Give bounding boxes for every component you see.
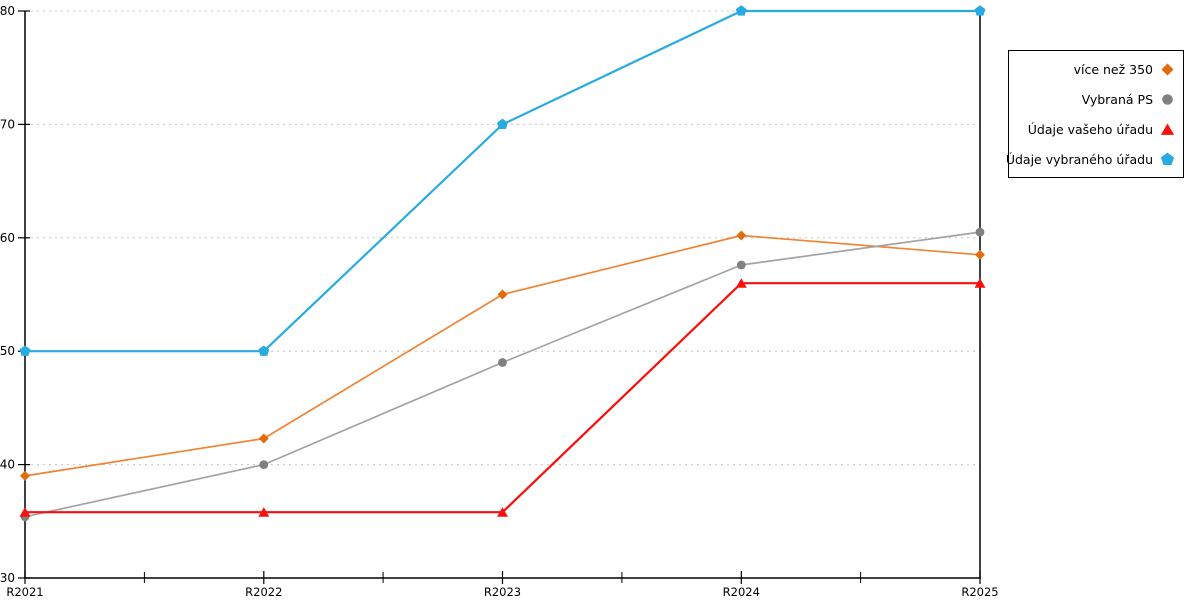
y-tick-label: 60 — [0, 231, 15, 245]
legend-item-label: Údaje vašeho úřadu — [1027, 121, 1153, 137]
data-point — [259, 460, 269, 469]
data-point — [735, 5, 747, 16]
data-point — [975, 249, 985, 260]
legend-item-4[interactable]: Údaje vybraného úřadu — [1005, 144, 1183, 174]
data-point — [19, 507, 31, 517]
pentagon-marker-shape — [1160, 152, 1175, 165]
data-point — [736, 230, 747, 241]
y-tick-label: 50 — [0, 344, 15, 358]
data-point — [497, 118, 508, 130]
y-tick-label: 80 — [0, 4, 15, 18]
legend-item-2[interactable]: Vybraná PS — [1009, 84, 1183, 114]
legend-item-3[interactable]: Údaje vašeho úřadu — [1009, 114, 1183, 144]
x-tick-label: R2022 — [245, 585, 282, 599]
x-tick-label: R2025 — [961, 585, 998, 599]
legend-item-label: Vybraná PS — [1081, 91, 1153, 107]
series-1 — [20, 230, 985, 481]
series-line — [24, 234, 981, 477]
legend: více než 350 Vybraná PS Údaje vašeho úřadu… — [1005, 50, 1184, 178]
data-point — [498, 358, 507, 367]
series-4 — [19, 5, 986, 356]
y-tick-label: 30 — [0, 571, 15, 585]
data-point — [19, 345, 31, 356]
data-point — [736, 260, 746, 270]
data-point — [975, 227, 985, 237]
circle-marker-shape — [1162, 93, 1173, 105]
series-line — [23, 9, 982, 353]
circle-marker-icon — [1162, 93, 1173, 105]
data-point — [258, 345, 270, 356]
x-tick-label: R2021 — [6, 585, 43, 599]
series-line — [24, 231, 981, 518]
axes: 30 40 50 60 70 80 R2021 R2022 R2023 R2024 R2025 — [0, 4, 999, 599]
series-2 — [20, 227, 985, 522]
data-point — [974, 5, 986, 16]
series-3 — [19, 278, 986, 517]
legend-item-label: Údaje vybraného úřadu — [1005, 151, 1153, 167]
y-tick-label: 70 — [0, 117, 15, 131]
data-point — [20, 470, 30, 481]
data-point — [258, 507, 270, 517]
diamond-marker-icon — [1161, 63, 1174, 75]
gridlines — [25, 10, 980, 466]
data-point — [497, 289, 508, 300]
x-tick-label: R2023 — [484, 585, 521, 599]
legend-item-label: více než 350 — [1073, 61, 1153, 77]
legend-item-1[interactable]: více než 350 — [1009, 54, 1183, 84]
series-line — [23, 282, 982, 514]
data-point — [974, 278, 986, 288]
y-tick-label: 40 — [0, 458, 15, 472]
triangle-marker-shape — [1160, 123, 1175, 135]
data-point — [258, 433, 269, 444]
data-point — [735, 278, 747, 288]
triangle-marker-icon — [1160, 123, 1175, 135]
x-tick-label: R2024 — [723, 585, 760, 599]
pentagon-marker-icon — [1160, 152, 1175, 165]
data-point — [497, 507, 508, 517]
diamond-marker-shape — [1161, 63, 1174, 75]
